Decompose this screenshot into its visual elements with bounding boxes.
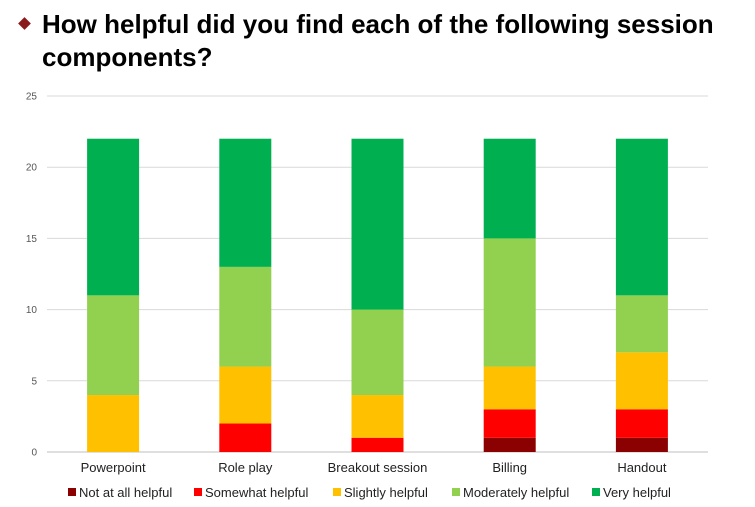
legend-label: Slightly helpful [344,485,428,500]
bar-segment [483,366,536,410]
bar-segment [483,437,536,452]
bar-segment [351,395,404,438]
legend-swatch [452,488,460,496]
y-tick-label: 0 [31,448,37,459]
bar-segment [87,395,140,452]
y-tick-label: 5 [31,376,37,387]
bar-segment [615,138,668,296]
x-category-label: Powerpoint [81,460,146,475]
bar-segment [615,437,668,452]
bar-segment [219,423,272,452]
x-category-label: Breakout session [328,460,428,475]
x-category-label: Role play [218,460,273,475]
bar-segment [483,409,536,438]
bar-segment [615,295,668,353]
y-axis: 0 5 10 15 20 25 [26,92,38,459]
x-category-label: Billing [492,460,527,475]
bar-segment [219,138,272,267]
y-tick-label: 10 [26,305,38,316]
legend-label: Very helpful [603,485,671,500]
bar-segment [483,138,536,239]
legend-label: Somewhat helpful [205,485,308,500]
bar-segment [87,295,140,396]
bar-segment [483,238,536,367]
x-axis: Powerpoint Role play Breakout session Billi… [81,460,667,475]
bar-segment [615,409,668,438]
legend-swatch [333,488,341,496]
bar-segment [351,138,404,310]
x-category-label: Handout [617,460,667,475]
legend: Not at all helpful Somewhat helpful Slight… [68,485,671,500]
y-tick-label: 20 [26,163,38,174]
bar-segment [351,437,404,452]
bar-segment [615,352,668,410]
bar-segment [351,309,404,396]
bars [87,138,668,452]
y-tick-label: 25 [26,92,38,103]
legend-label: Moderately helpful [463,485,569,500]
slide-title: How helpful did you find each of the fol… [42,9,714,72]
bar-segment [219,366,272,424]
legend-swatch [68,488,76,496]
bar-segment [219,266,272,367]
y-tick-label: 15 [26,234,38,245]
legend-swatch [194,488,202,496]
legend-label: Not at all helpful [79,485,172,500]
bar-segment [87,138,140,296]
legend-swatch [592,488,600,496]
